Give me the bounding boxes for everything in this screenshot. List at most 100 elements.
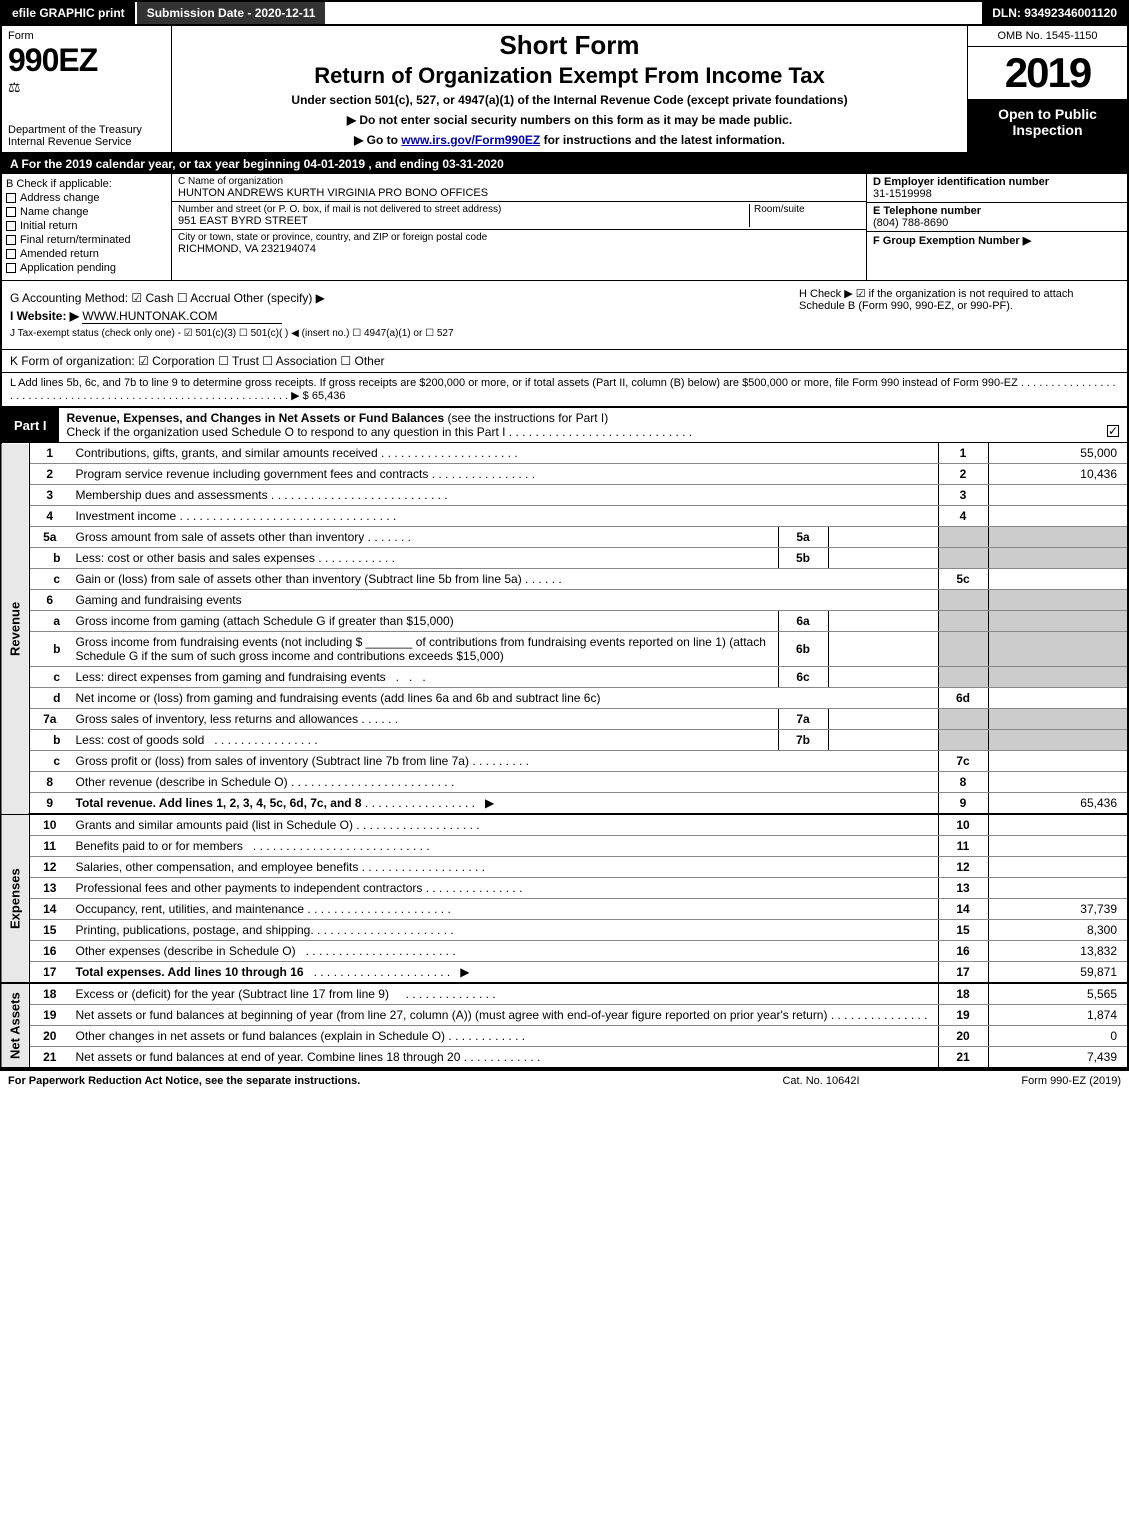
result-val [988, 688, 1128, 709]
result-val-shaded [988, 611, 1128, 632]
table-row: c Gross profit or (loss) from sales of i… [1, 751, 1128, 772]
line-num: b [30, 548, 70, 569]
line-num: c [30, 569, 70, 590]
open-to-public: Open to Public Inspection [968, 100, 1127, 152]
line-desc: Gross sales of inventory, less returns a… [70, 709, 779, 730]
result-val-shaded [988, 527, 1128, 548]
table-row: 15 Printing, publications, postage, and … [1, 920, 1128, 941]
table-row: d Net income or (loss) from gaming and f… [1, 688, 1128, 709]
ein-value: 31-1519998 [873, 188, 932, 200]
line-desc: Contributions, gifts, grants, and simila… [70, 443, 939, 464]
table-row: 4 Investment income . . . . . . . . . . … [1, 506, 1128, 527]
org-name-label: C Name of organization [178, 176, 860, 187]
line-desc: Net assets or fund balances at end of ye… [70, 1047, 939, 1069]
result-num: 5c [938, 569, 988, 590]
section-ghij: G Accounting Method: ☑ Cash ☐ Accrual Ot… [0, 281, 1129, 350]
part1-checkbox[interactable]: ✓ [1107, 425, 1119, 437]
inline-num: 7a [778, 709, 828, 730]
footer-left: For Paperwork Reduction Act Notice, see … [8, 1075, 721, 1087]
city-label: City or town, state or province, country… [178, 232, 860, 243]
line-desc: Gaming and fundraising events [70, 590, 939, 611]
line-desc: Less: direct expenses from gaming and fu… [70, 667, 779, 688]
line-desc: Other revenue (describe in Schedule O) .… [70, 772, 939, 793]
chk-name-change[interactable]: Name change [6, 206, 167, 218]
form-number: 990EZ [8, 42, 165, 79]
omb-number: OMB No. 1545-1150 [968, 26, 1127, 47]
org-name-value: HUNTON ANDREWS KURTH VIRGINIA PRO BONO O… [178, 187, 860, 199]
group-exemption-cell: F Group Exemption Number ▶ [867, 232, 1127, 249]
inline-val [828, 667, 938, 688]
result-val: 10,436 [988, 464, 1128, 485]
table-row: 6 Gaming and fundraising events [1, 590, 1128, 611]
department-label: Department of the Treasury [8, 124, 165, 136]
line-desc: Total revenue. Add lines 1, 2, 3, 4, 5c,… [70, 793, 939, 815]
result-val: 5,565 [988, 983, 1128, 1005]
inline-num: 5a [778, 527, 828, 548]
inline-val [828, 632, 938, 667]
table-row: b Less: cost of goods sold . . . . . . .… [1, 730, 1128, 751]
goto-link[interactable]: www.irs.gov/Form990EZ [401, 133, 540, 147]
result-num: 12 [938, 857, 988, 878]
efile-print-button[interactable]: efile GRAPHIC print [2, 2, 137, 24]
result-num-shaded [938, 632, 988, 667]
line-desc: Gain or (loss) from sale of assets other… [70, 569, 939, 590]
submission-date-button[interactable]: Submission Date - 2020-12-11 [137, 2, 328, 24]
footer-form-ref: Form 990-EZ (2019) [921, 1075, 1121, 1087]
table-row: c Less: direct expenses from gaming and … [1, 667, 1128, 688]
chk-application-pending[interactable]: Application pending [6, 262, 167, 274]
irs-label: Internal Revenue Service [8, 136, 165, 148]
table-row: Net Assets 18 Excess or (deficit) for th… [1, 983, 1128, 1005]
org-name-cell: C Name of organization HUNTON ANDREWS KU… [172, 174, 866, 202]
result-val [988, 772, 1128, 793]
line-g: G Accounting Method: ☑ Cash ☐ Accrual Ot… [10, 291, 799, 305]
result-val: 65,436 [988, 793, 1128, 815]
table-row: 20 Other changes in net assets or fund b… [1, 1026, 1128, 1047]
line-num: 15 [30, 920, 70, 941]
result-num: 18 [938, 983, 988, 1005]
result-num: 8 [938, 772, 988, 793]
phone-label: E Telephone number [873, 205, 981, 217]
result-num: 13 [938, 878, 988, 899]
result-num: 21 [938, 1047, 988, 1069]
line-desc: Benefits paid to or for members . . . . … [70, 836, 939, 857]
netassets-side-label: Net Assets [1, 983, 30, 1068]
table-row: 7a Gross sales of inventory, less return… [1, 709, 1128, 730]
result-num-shaded [938, 709, 988, 730]
expenses-side-label: Expenses [1, 814, 30, 983]
chk-initial-return[interactable]: Initial return [6, 220, 167, 232]
line-desc: Net assets or fund balances at beginning… [70, 1005, 939, 1026]
chk-amended-return[interactable]: Amended return [6, 248, 167, 260]
table-row: b Less: cost or other basis and sales ex… [1, 548, 1128, 569]
table-row: 2 Program service revenue including gove… [1, 464, 1128, 485]
line-num: 8 [30, 772, 70, 793]
result-num: 9 [938, 793, 988, 815]
tax-year-row: A For the 2019 calendar year, or tax yea… [0, 154, 1129, 174]
result-val [988, 506, 1128, 527]
part1-check-line: Check if the organization used Schedule … [67, 425, 693, 439]
line-desc: Gross amount from sale of assets other t… [70, 527, 779, 548]
column-c: C Name of organization HUNTON ANDREWS KU… [172, 174, 867, 280]
line-num: 17 [30, 962, 70, 984]
result-val [988, 814, 1128, 836]
result-num: 7c [938, 751, 988, 772]
result-val: 55,000 [988, 443, 1128, 464]
chk-final-return[interactable]: Final return/terminated [6, 234, 167, 246]
part1-label: Part I [2, 415, 59, 436]
chk-label: Amended return [20, 248, 99, 260]
inline-val [828, 730, 938, 751]
goto-prefix: ▶ Go to [354, 133, 401, 147]
footer-cat-no: Cat. No. 10642I [721, 1075, 921, 1087]
table-row: Expenses 10 Grants and similar amounts p… [1, 814, 1128, 836]
table-row: 21 Net assets or fund balances at end of… [1, 1047, 1128, 1069]
inline-num: 6b [778, 632, 828, 667]
treasury-seal-icon: ⚖ [8, 79, 165, 96]
line-desc: Program service revenue including govern… [70, 464, 939, 485]
header-center: Short Form Return of Organization Exempt… [172, 26, 967, 152]
result-num: 4 [938, 506, 988, 527]
table-row: b Gross income from fundraising events (… [1, 632, 1128, 667]
chk-address-change[interactable]: Address change [6, 192, 167, 204]
street-label: Number and street (or P. O. box, if mail… [178, 204, 745, 215]
result-num: 11 [938, 836, 988, 857]
table-row: 13 Professional fees and other payments … [1, 878, 1128, 899]
result-val: 37,739 [988, 899, 1128, 920]
